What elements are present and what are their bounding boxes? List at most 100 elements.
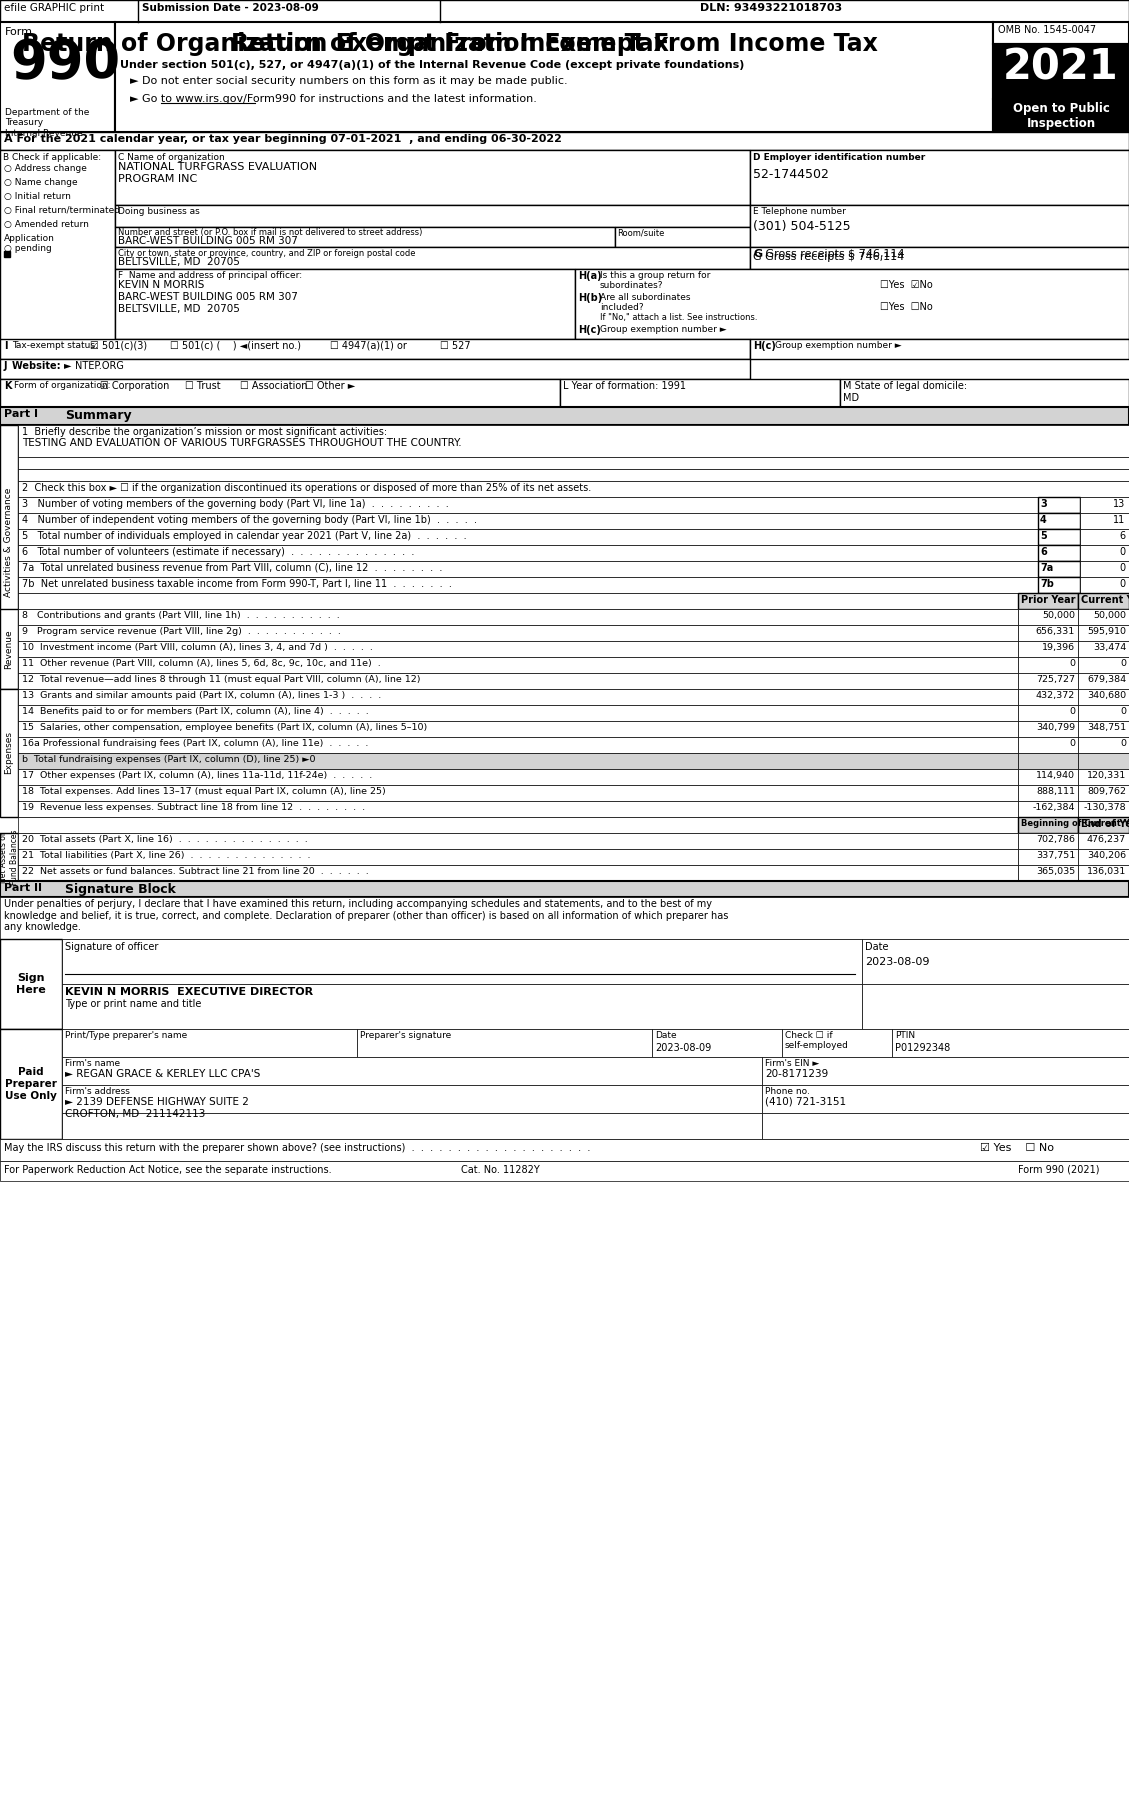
- Text: 0: 0: [1119, 579, 1124, 590]
- Text: E Telephone number: E Telephone number: [753, 207, 846, 216]
- Bar: [18, 816, 1018, 833]
- Bar: [18, 673, 1018, 689]
- Text: 4   Number of independent voting members of the governing body (Part VI, line 1b: 4 Number of independent voting members o…: [21, 515, 476, 524]
- Text: 0: 0: [1069, 707, 1075, 717]
- Text: Summary: Summary: [65, 408, 132, 423]
- Bar: [750, 247, 1129, 268]
- Bar: [0, 22, 115, 132]
- Bar: [0, 359, 750, 379]
- Text: BELTSVILLE, MD  20705: BELTSVILLE, MD 20705: [119, 305, 239, 314]
- Text: 365,035: 365,035: [1035, 867, 1075, 876]
- Bar: [18, 865, 1018, 882]
- Bar: [18, 561, 1038, 577]
- Bar: [1038, 544, 1080, 561]
- Text: 5   Total number of individuals employed in calendar year 2021 (Part V, line 2a): 5 Total number of individuals employed i…: [21, 532, 466, 541]
- Text: Part I: Part I: [5, 408, 38, 419]
- Text: Form of organization:: Form of organization:: [14, 381, 111, 390]
- Bar: [62, 940, 863, 983]
- Bar: [892, 1029, 1129, 1058]
- Text: (301) 504-5125: (301) 504-5125: [753, 219, 850, 232]
- Text: Submission Date - 2023-08-09: Submission Date - 2023-08-09: [142, 4, 318, 13]
- Bar: [1018, 689, 1078, 706]
- Text: TESTING AND EVALUATION OF VARIOUS TURFGRASSES THROUGHOUT THE COUNTRY.: TESTING AND EVALUATION OF VARIOUS TURFGR…: [21, 437, 462, 448]
- Text: 5: 5: [1040, 532, 1047, 541]
- Bar: [1038, 497, 1080, 513]
- Text: Cat. No. 11282Y: Cat. No. 11282Y: [461, 1165, 540, 1175]
- Text: 679,384: 679,384: [1087, 675, 1126, 684]
- Bar: [1018, 736, 1078, 753]
- Text: Type or print name and title: Type or print name and title: [65, 1000, 201, 1009]
- Bar: [0, 1161, 1129, 1181]
- Bar: [1078, 673, 1129, 689]
- Text: Open to Public
Inspection: Open to Public Inspection: [1013, 102, 1110, 131]
- Text: 7a  Total unrelated business revenue from Part VIII, column (C), line 12  .  .  : 7a Total unrelated business revenue from…: [21, 562, 443, 573]
- Text: K: K: [5, 381, 11, 392]
- Text: I: I: [5, 341, 8, 350]
- Text: ☐ 4947(a)(1) or: ☐ 4947(a)(1) or: [330, 341, 406, 350]
- Text: 3   Number of voting members of the governing body (Part VI, line 1a)  .  .  .  : 3 Number of voting members of the govern…: [21, 499, 448, 510]
- Text: BARC-WEST BUILDING 005 RM 307: BARC-WEST BUILDING 005 RM 307: [119, 292, 298, 301]
- Text: M State of legal domicile:
MD: M State of legal domicile: MD: [843, 381, 968, 403]
- Bar: [0, 1029, 62, 1139]
- Bar: [1018, 610, 1078, 626]
- Bar: [0, 151, 115, 385]
- Bar: [0, 610, 18, 689]
- Text: ► REGAN GRACE & KERLEY LLC CPA'S: ► REGAN GRACE & KERLEY LLC CPA'S: [65, 1068, 261, 1079]
- Text: Date: Date: [655, 1030, 676, 1039]
- Bar: [1078, 640, 1129, 657]
- Bar: [0, 0, 1129, 22]
- Bar: [18, 610, 1018, 626]
- Bar: [1018, 673, 1078, 689]
- Bar: [0, 339, 750, 359]
- Bar: [18, 530, 1038, 544]
- Bar: [115, 151, 750, 205]
- Text: BELTSVILLE, MD  20705: BELTSVILLE, MD 20705: [119, 258, 239, 267]
- Text: 348,751: 348,751: [1087, 724, 1126, 733]
- Text: 12  Total revenue—add lines 8 through 11 (must equal Part VIII, column (A), line: 12 Total revenue—add lines 8 through 11 …: [21, 675, 420, 684]
- Bar: [18, 577, 1038, 593]
- Bar: [5, 250, 10, 258]
- Text: 4: 4: [1040, 515, 1047, 524]
- Text: NTEP.ORG: NTEP.ORG: [75, 361, 124, 372]
- Bar: [1018, 802, 1078, 816]
- Bar: [1078, 833, 1129, 849]
- Text: J: J: [5, 361, 8, 372]
- Text: efile GRAPHIC print: efile GRAPHIC print: [5, 4, 104, 13]
- Text: KEVIN N MORRIS: KEVIN N MORRIS: [119, 279, 204, 290]
- Bar: [762, 1058, 1129, 1085]
- Bar: [750, 205, 1129, 247]
- Bar: [750, 151, 1129, 205]
- Text: Phone no.: Phone no.: [765, 1087, 809, 1096]
- Text: Print/Type preparer's name: Print/Type preparer's name: [65, 1030, 187, 1039]
- Text: Date: Date: [865, 941, 889, 952]
- Text: Check ☐ if
self-employed: Check ☐ if self-employed: [785, 1030, 849, 1050]
- Text: Group exemption number ►: Group exemption number ►: [774, 341, 902, 350]
- Text: H(c): H(c): [753, 341, 776, 350]
- Text: ☑ Corporation: ☑ Corporation: [100, 381, 169, 392]
- Text: ☑ 501(c)(3): ☑ 501(c)(3): [90, 341, 147, 350]
- Bar: [994, 100, 1129, 132]
- Text: included?: included?: [599, 303, 644, 312]
- Bar: [1018, 640, 1078, 657]
- Text: 725,727: 725,727: [1036, 675, 1075, 684]
- Text: Gross receipts $ 746,114: Gross receipts $ 746,114: [762, 249, 904, 259]
- Bar: [18, 481, 1129, 497]
- Bar: [1018, 769, 1078, 785]
- Text: (410) 721-3151: (410) 721-3151: [765, 1097, 846, 1107]
- Text: 19,396: 19,396: [1042, 642, 1075, 651]
- Text: H(a): H(a): [578, 270, 602, 281]
- Bar: [1078, 610, 1129, 626]
- Bar: [994, 22, 1129, 44]
- Text: Group exemption number ►: Group exemption number ►: [599, 325, 727, 334]
- Text: ☐ 501(c) (    ) ◄(insert no.): ☐ 501(c) ( ) ◄(insert no.): [170, 341, 301, 350]
- Text: Signature Block: Signature Block: [65, 883, 176, 896]
- Text: CROFTON, MD  211142113: CROFTON, MD 211142113: [65, 1108, 205, 1119]
- Bar: [863, 940, 1129, 983]
- Bar: [18, 720, 1018, 736]
- Bar: [1078, 753, 1129, 769]
- Bar: [115, 22, 994, 132]
- Text: 114,940: 114,940: [1036, 771, 1075, 780]
- Text: ☐ Trust: ☐ Trust: [185, 381, 220, 392]
- Text: Number and street (or P.O. box if mail is not delivered to street address): Number and street (or P.O. box if mail i…: [119, 229, 422, 238]
- Bar: [1080, 544, 1129, 561]
